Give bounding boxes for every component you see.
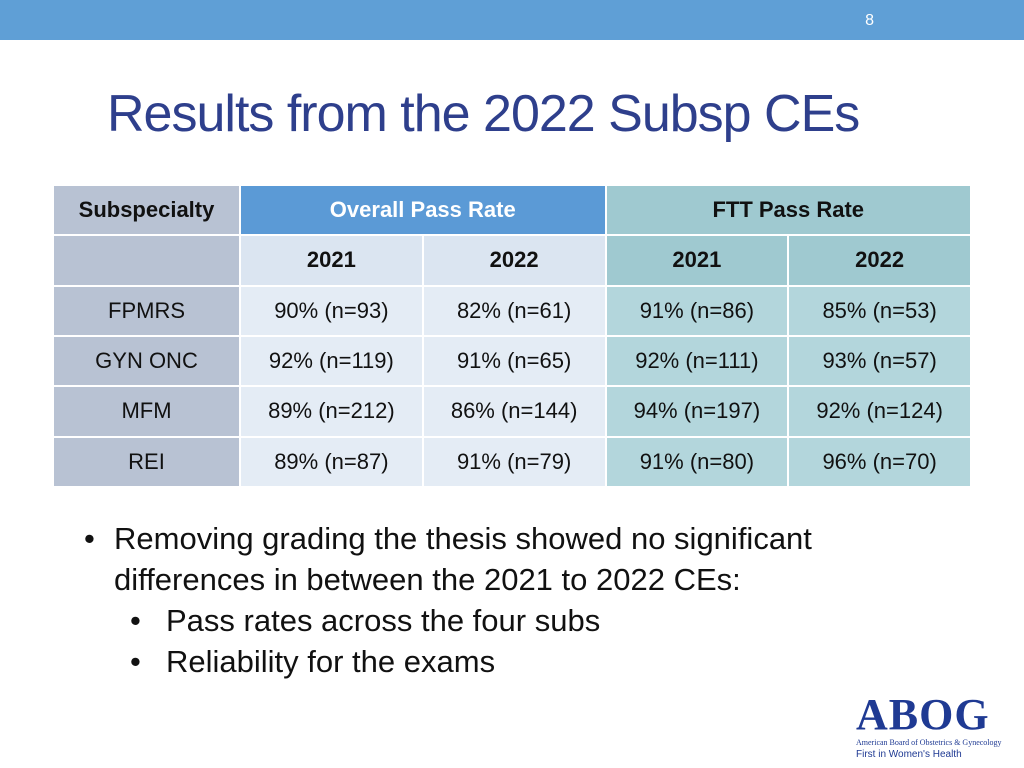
year-row: 2021 2022 2021 2022: [52, 234, 972, 287]
subspecialty-cell: MFM: [52, 385, 241, 438]
bullet-marker: •: [130, 603, 141, 638]
bullet-list: • Removing grading the thesis showed no …: [84, 518, 904, 682]
results-table: Subspecialty Overall Pass Rate FTT Pass …: [52, 183, 972, 489]
table-cell: 91% (n=80): [604, 435, 790, 489]
table-cell: 93% (n=57): [787, 334, 972, 388]
table-cell: 82% (n=61): [421, 284, 607, 337]
year-row-blank-cell: [52, 234, 241, 287]
year-header: 2022: [787, 234, 972, 287]
logo-subtitle: American Board of Obstetrics & Gynecolog…: [856, 738, 1002, 747]
table-row: FPMRS 90% (n=93) 82% (n=61) 91% (n=86) 8…: [52, 284, 972, 337]
table-cell: 94% (n=197): [604, 385, 790, 438]
table-cell: 91% (n=65): [421, 334, 607, 388]
year-header: 2021: [239, 234, 424, 287]
table-cell: 89% (n=87): [239, 435, 424, 489]
sub-bullet-item: • Pass rates across the four subs: [130, 600, 904, 641]
table-cell: 86% (n=144): [421, 385, 607, 438]
table-cell: 85% (n=53): [787, 284, 972, 337]
sub-bullet-text: Reliability for the exams: [166, 644, 496, 679]
slide-title: Results from the 2022 Subsp CEs: [107, 85, 860, 143]
subspecialty-cell: GYN ONC: [52, 334, 241, 388]
table-cell: 92% (n=124): [787, 385, 972, 438]
bullet-item: • Removing grading the thesis showed no …: [84, 518, 904, 600]
abog-logo: ABOG American Board of Obstetrics & Gyne…: [856, 692, 1006, 762]
logo-tagline: First in Women's Health: [856, 749, 962, 760]
bullet-marker: •: [130, 644, 141, 679]
overall-pass-rate-header: Overall Pass Rate: [239, 183, 607, 237]
bullet-marker: •: [84, 521, 95, 556]
year-header: 2022: [421, 234, 607, 287]
bullet-text: Removing grading the thesis showed no si…: [114, 521, 812, 597]
sub-bullet-text: Pass rates across the four subs: [166, 603, 601, 638]
ftt-pass-rate-header: FTT Pass Rate: [604, 183, 972, 237]
year-header: 2021: [604, 234, 790, 287]
sub-bullet-item: • Reliability for the exams: [130, 641, 904, 682]
table-cell: 89% (n=212): [239, 385, 424, 438]
top-banner: 8: [0, 0, 1024, 40]
table-cell: 91% (n=86): [604, 284, 790, 337]
table-cell: 96% (n=70): [787, 435, 972, 489]
table-row: GYN ONC 92% (n=119) 91% (n=65) 92% (n=11…: [52, 334, 972, 388]
table-cell: 92% (n=119): [239, 334, 424, 388]
table-cell: 90% (n=93): [239, 284, 424, 337]
subspecialty-cell: REI: [52, 435, 241, 489]
logo-wordmark: ABOG: [856, 690, 990, 739]
table-cell: 92% (n=111): [604, 334, 790, 388]
page-number: 8: [865, 12, 874, 29]
header-row: Subspecialty Overall Pass Rate FTT Pass …: [52, 183, 972, 237]
subspecialty-header: Subspecialty: [52, 183, 241, 237]
table-row: MFM 89% (n=212) 86% (n=144) 94% (n=197) …: [52, 385, 972, 438]
subspecialty-cell: FPMRS: [52, 284, 241, 337]
sub-bullet-list: • Pass rates across the four subs • Reli…: [130, 600, 904, 682]
table-cell: 91% (n=79): [421, 435, 607, 489]
table-row: REI 89% (n=87) 91% (n=79) 91% (n=80) 96%…: [52, 435, 972, 489]
